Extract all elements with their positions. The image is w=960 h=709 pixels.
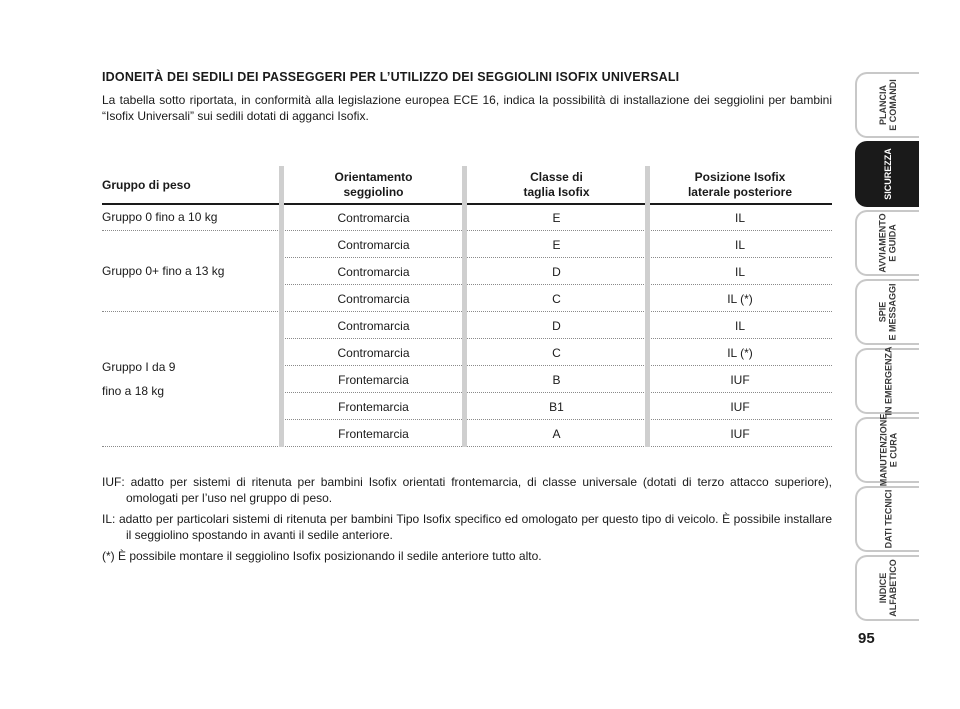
table-cell: C bbox=[552, 291, 561, 306]
table-row: Contromarcia C IL (*) bbox=[282, 339, 832, 366]
table-cell: IL bbox=[734, 237, 745, 252]
table-cell: Frontemarcia bbox=[338, 426, 409, 441]
table-cell: Contromarcia bbox=[337, 291, 410, 306]
footnote: IUF: adatto per sistemi di ritenuta per … bbox=[102, 475, 832, 505]
weight-group-cell: Gruppo 0 fino a 10 kg bbox=[102, 204, 282, 231]
table-cell: IL bbox=[734, 318, 745, 333]
footnote: IL: adatto per particolari sistemi di ri… bbox=[102, 512, 832, 542]
chapter-tab[interactable]: AVVIAMENTO E GUIDA bbox=[855, 210, 919, 276]
table-cell: Frontemarcia bbox=[338, 399, 409, 414]
table-cell: C bbox=[552, 345, 561, 360]
table-cell: B bbox=[552, 372, 561, 387]
chapter-tab-label: MANUTENZIONE E CURA bbox=[878, 413, 898, 487]
table-cell: E bbox=[552, 210, 561, 225]
chapter-tab-label: IN EMERGENZA bbox=[883, 346, 894, 416]
table-cell: D bbox=[552, 318, 561, 333]
column-header: Classe di taglia Isofix bbox=[523, 170, 590, 199]
table-cell: Contromarcia bbox=[337, 210, 410, 225]
column-divider bbox=[645, 166, 650, 447]
table-cell: Contromarcia bbox=[337, 264, 410, 279]
table-row: Contromarcia C IL (*) bbox=[282, 285, 832, 312]
column-header: Gruppo di peso bbox=[102, 177, 191, 192]
footnote: (*) È possibile montare il seggiolino Is… bbox=[102, 549, 542, 563]
table-body: Contromarcia E IL Contromarcia E IL Contromarc… bbox=[102, 204, 832, 447]
table-cell: Contromarcia bbox=[337, 318, 410, 333]
table-row: Frontemarcia B IUF bbox=[282, 366, 832, 393]
header-rule bbox=[102, 203, 832, 205]
column-header: Orientamento seggiolino bbox=[334, 170, 413, 199]
table-header: Gruppo di peso Orientamento seggiolino Clas… bbox=[102, 166, 832, 205]
section: IDONEITÀ DEI SEDILI DEI PASSEGGERI PER L… bbox=[102, 70, 832, 124]
column-divider bbox=[462, 166, 467, 447]
table-cell: A bbox=[552, 426, 561, 441]
table-cell: E bbox=[552, 237, 561, 252]
weight-group-cell: Gruppo 0+ fino a 13 kg bbox=[102, 231, 282, 312]
weight-group-cell: Gruppo I da 9 fino a 18 kg bbox=[102, 312, 282, 447]
chapter-tab-label: SICUREZZA bbox=[883, 148, 893, 200]
table-cell: IL bbox=[734, 264, 745, 279]
chapter-tab-label: INDICE ALFABETICO bbox=[878, 559, 898, 617]
table-cell: IL bbox=[734, 210, 745, 225]
chapter-tab[interactable]: INDICE ALFABETICO bbox=[855, 555, 919, 621]
chapter-tab[interactable]: SPIE E MESSAGGI bbox=[855, 279, 919, 345]
chapter-tab-label: SPIE E MESSAGGI bbox=[877, 283, 898, 341]
table-row: Frontemarcia A IUF bbox=[282, 420, 832, 447]
table-cell: D bbox=[552, 264, 561, 279]
table-cell: IL (*) bbox=[727, 345, 753, 360]
chapter-tab[interactable]: IN EMERGENZA bbox=[855, 346, 919, 416]
table-cell: Frontemarcia bbox=[338, 372, 409, 387]
table-row: Contromarcia E IL bbox=[282, 231, 832, 258]
table-row: Contromarcia D IL bbox=[282, 258, 832, 285]
intro-paragraph: La tabella sotto riportata, in conformit… bbox=[102, 93, 832, 123]
table-cell: B1 bbox=[549, 399, 564, 414]
chapter-tab-label: AVVIAMENTO E GUIDA bbox=[878, 213, 898, 273]
table-cell: Contromarcia bbox=[337, 237, 410, 252]
table-row: Contromarcia E IL bbox=[282, 204, 832, 231]
chapter-tab[interactable]: MANUTENZIONE E CURA bbox=[855, 414, 919, 486]
weight-group-label: Gruppo 0 fino a 10 kg bbox=[102, 210, 218, 224]
column-divider bbox=[279, 166, 284, 447]
chapter-tab[interactable]: DATI TECNICI bbox=[855, 486, 919, 552]
table-row: Frontemarcia B1 IUF bbox=[282, 393, 832, 420]
weight-group-label: Gruppo I da 9 bbox=[102, 360, 176, 374]
weight-group-label: fino a 18 kg bbox=[102, 384, 165, 398]
chapter-tab[interactable]: SICUREZZA bbox=[855, 141, 919, 207]
isofix-table: Gruppo di peso Orientamento seggiolino Clas… bbox=[102, 166, 832, 447]
table-cell: IUF bbox=[730, 426, 750, 441]
chapter-tab-label: PLANCIA E COMANDI bbox=[878, 79, 898, 131]
table-row: Contromarcia D IL bbox=[282, 312, 832, 339]
chapter-tab[interactable]: PLANCIA E COMANDI bbox=[855, 72, 919, 138]
section-heading: IDONEITÀ DEI SEDILI DEI PASSEGGERI PER L… bbox=[102, 70, 680, 84]
page-number: 95 bbox=[858, 630, 875, 647]
table-cell: IUF bbox=[730, 399, 750, 414]
table-cell: Contromarcia bbox=[337, 345, 410, 360]
weight-group-label: Gruppo 0+ fino a 13 kg bbox=[102, 264, 225, 278]
notes: IUF: adatto per sistemi di ritenuta per … bbox=[102, 474, 832, 569]
column-header: Posizione Isofix laterale posteriore bbox=[687, 170, 793, 199]
chapter-tab-label: DATI TECNICI bbox=[883, 489, 893, 549]
table-cell: IUF bbox=[730, 372, 750, 387]
table-cell: IL (*) bbox=[727, 291, 753, 306]
